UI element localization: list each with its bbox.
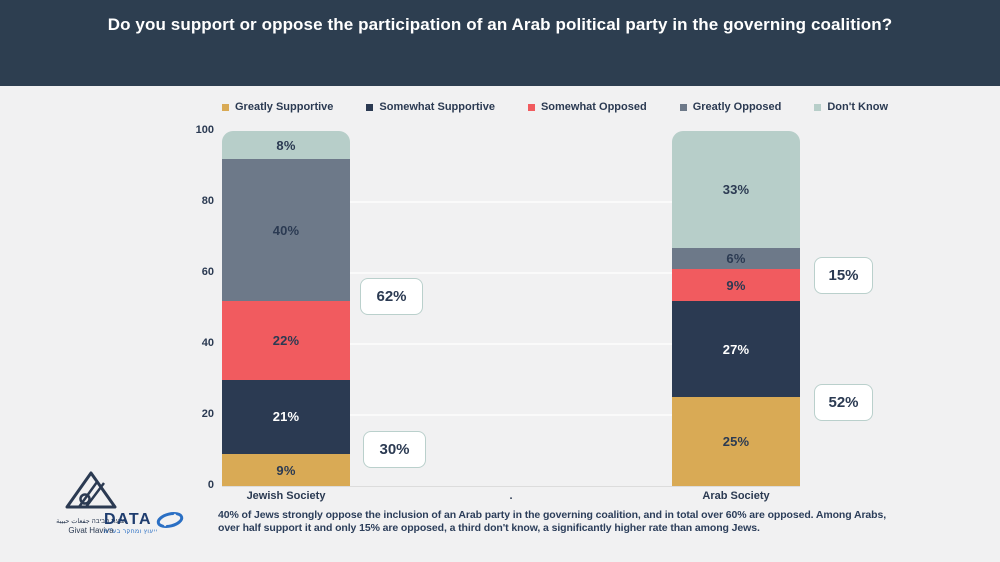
- x-axis-middle-label: .: [509, 490, 513, 502]
- gridline-20: [222, 414, 800, 416]
- givat-haviva-logo: גבעת חביבה جفعات حبيبة Givat Haviva: [43, 470, 139, 535]
- footnote-line-2: over half support it and only 15% are op…: [218, 522, 760, 534]
- bar-segment-value-label: 27%: [722, 341, 750, 357]
- bar-segment-value-label: 40%: [272, 222, 300, 238]
- bar-segment: 33%: [672, 131, 800, 249]
- bar-segment-value-label: 33%: [722, 182, 750, 198]
- legend-swatch: [814, 103, 822, 111]
- legend-item: Somewhat Supportive: [366, 101, 495, 113]
- legend-label: Don't Know: [827, 101, 888, 113]
- y-axis-tick-label: 20: [201, 408, 214, 420]
- stacked-bar-arab-society: 25% 27% 9% 6% 33%: [672, 131, 800, 486]
- y-axis-tick-label: 40: [201, 337, 214, 349]
- legend-item: Greatly Opposed: [679, 101, 782, 113]
- plot-area: 9% 21% 22% 40% 8% Jewish Society 25% 27% 9% 6% 33%…: [222, 131, 800, 502]
- bar-segment-value-label: 9%: [276, 462, 296, 478]
- legend-swatch: [527, 103, 535, 111]
- y-axis-tick-label: 80: [201, 195, 214, 207]
- gridline-80: [222, 201, 800, 203]
- data-tagline: ייעוץ ומחקר בע״מ: [104, 529, 158, 535]
- bar-segment: 40%: [222, 159, 350, 302]
- x-axis-category-label: Jewish Society: [246, 490, 326, 502]
- bar-segment: 6%: [672, 248, 800, 270]
- stacked-bar-jewish-society: 9% 21% 22% 40% 8%: [222, 131, 350, 486]
- legend-item: Somewhat Opposed: [527, 101, 647, 113]
- legend-swatch: [679, 103, 687, 111]
- total-callout: 15%: [814, 257, 873, 294]
- y-axis: 0 20 40 60 80 100: [178, 124, 214, 491]
- legend-label: Somewhat Opposed: [540, 101, 647, 113]
- givat-haviva-triangle-icon: [65, 471, 117, 509]
- page-title: Do you support or oppose the participati…: [107, 15, 893, 34]
- legend-swatch: [366, 103, 374, 111]
- legend-swatch: [222, 103, 229, 111]
- y-axis-tick-label: 100: [195, 124, 214, 136]
- legend-label: Somewhat Supportive: [379, 101, 495, 113]
- total-callout: 62%: [360, 278, 423, 315]
- givat-haviva-caption-bilingual: גבעת חביבה جفعات حبيبة: [56, 518, 126, 525]
- bar-segment: 22%: [222, 301, 350, 380]
- bar-segment-value-label: 21%: [272, 409, 300, 425]
- data-swoosh-icon: [156, 511, 184, 529]
- bar-segment: 25%: [672, 397, 800, 486]
- total-callout: 52%: [814, 384, 873, 421]
- y-axis-tick-label: 60: [201, 266, 214, 278]
- legend-label: Greatly Opposed: [692, 101, 782, 113]
- legend-item: Greatly Supportive: [222, 101, 333, 113]
- bar-segment-value-label: 8%: [276, 137, 296, 153]
- givat-haviva-caption-en: Givat Haviva: [68, 526, 114, 535]
- chart-legend: Greatly Supportive Somewhat Supportive Som…: [222, 101, 888, 113]
- legend-label: Greatly Supportive: [235, 101, 334, 113]
- x-axis-baseline: [222, 486, 800, 487]
- bar-segment: 21%: [222, 379, 350, 455]
- legend-item: Don't Know: [814, 101, 888, 113]
- gridline-40: [222, 343, 800, 345]
- total-callout: 30%: [363, 431, 426, 468]
- y-axis-tick-label: 0: [207, 479, 214, 491]
- bar-segment-value-label: 22%: [272, 332, 300, 348]
- bar-segment: 27%: [672, 301, 800, 398]
- bar-segment: 8%: [222, 131, 350, 160]
- header-bar: Do you support or oppose the participati…: [0, 0, 1000, 86]
- gridline-60: [222, 272, 800, 274]
- chart-footnote: 40% of Jews strongly oppose the inclusio…: [218, 509, 886, 535]
- bar-segment: 9%: [672, 269, 800, 302]
- bar-segment-value-label: 6%: [726, 251, 746, 267]
- bar-segment: 9%: [222, 454, 350, 486]
- data-institute-logo: DATA ייעוץ ומחקר בע״מ: [104, 511, 200, 535]
- bar-segment-value-label: 9%: [726, 277, 746, 293]
- footnote-line-1: 40% of Jews strongly oppose the inclusio…: [218, 509, 887, 521]
- data-wordmark: DATA: [104, 511, 153, 528]
- x-axis-category-label: Arab Society: [702, 490, 770, 502]
- bar-segment-value-label: 25%: [722, 434, 750, 450]
